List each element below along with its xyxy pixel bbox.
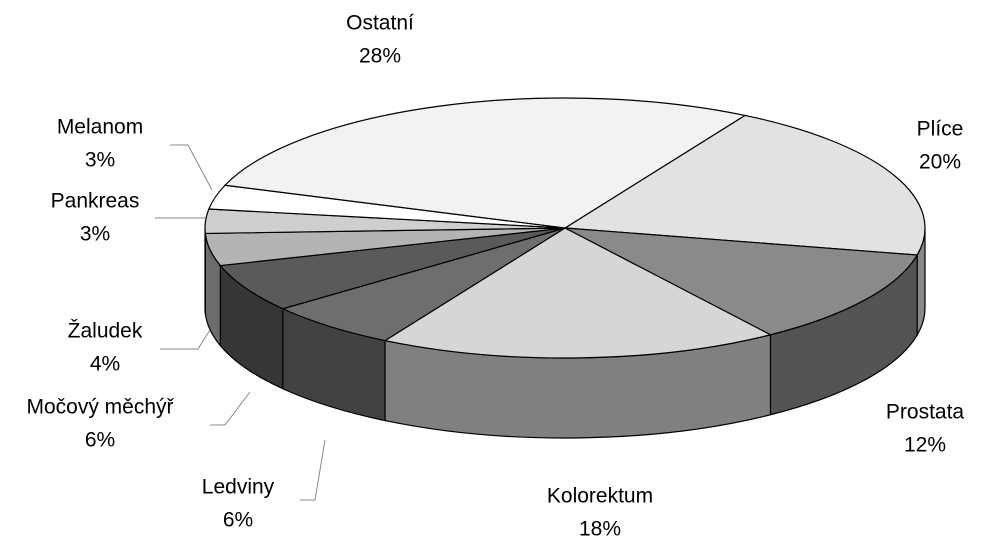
- slice-value-label: 20%: [919, 151, 961, 174]
- slice-label: Žaludek: [68, 320, 143, 343]
- slice-value-label: 4%: [90, 353, 120, 376]
- slice-value-label: 18%: [579, 518, 621, 541]
- leader-line: [170, 144, 213, 191]
- slice-label: Močový měchýř: [26, 396, 174, 419]
- leader-line: [300, 439, 326, 501]
- pie-top: [204, 97, 926, 359]
- slice-value-label: 28%: [359, 45, 401, 68]
- slice-label: Melanom: [57, 116, 143, 139]
- pie-sides: [204, 227, 926, 439]
- slice-label: Ostatní: [346, 12, 414, 35]
- slice-label: Prostata: [886, 401, 965, 424]
- slice-label: Ledviny: [202, 476, 275, 499]
- slice-label: Pankreas: [51, 190, 140, 213]
- slice-value-label: 3%: [85, 149, 115, 172]
- leader-lines: [155, 144, 326, 501]
- slice-label: Kolorektum: [547, 485, 653, 508]
- pie-slice: [281, 227, 566, 342]
- slice-value-label: 6%: [223, 509, 253, 532]
- slice-value-label: 6%: [85, 429, 115, 452]
- leader-line: [160, 329, 211, 350]
- slice-value-label: 12%: [904, 434, 946, 457]
- pie-slice: [564, 227, 919, 336]
- slice-label: Plíce: [917, 118, 964, 141]
- pie-slice: [223, 97, 747, 229]
- leader-line: [210, 391, 251, 426]
- pie-slice: [563, 114, 926, 256]
- pie-slice: [383, 227, 773, 359]
- pie-slice: [219, 227, 566, 310]
- slice-value-label: 3%: [80, 223, 110, 246]
